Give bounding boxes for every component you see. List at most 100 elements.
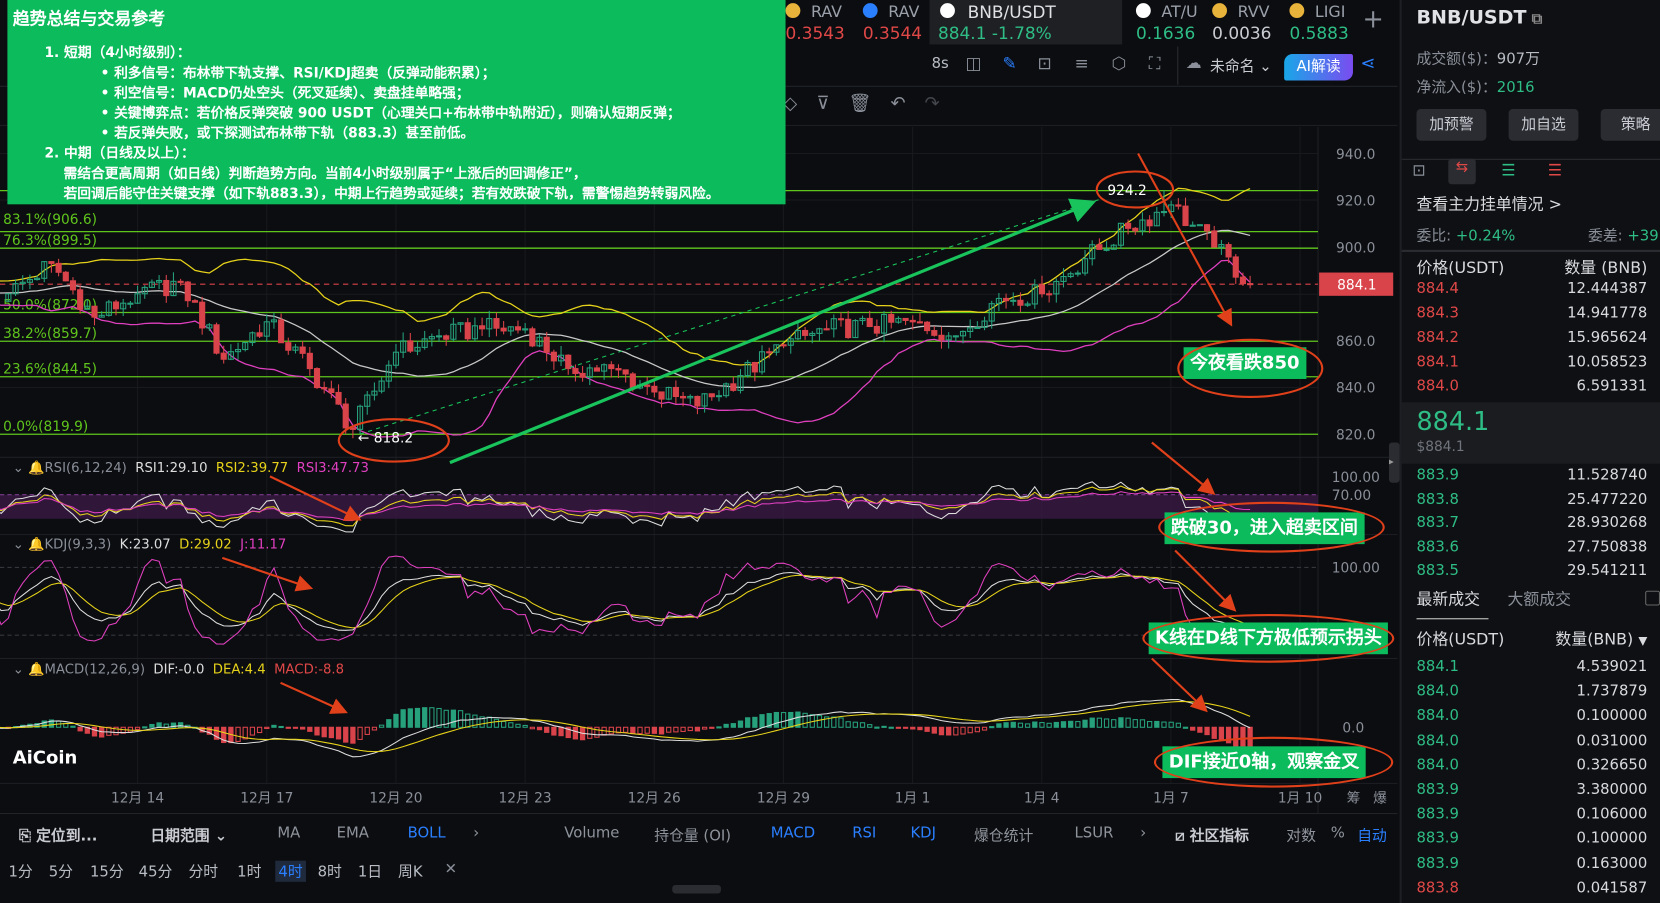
indicator-oi[interactable]: 持仓量 (OI) [654, 827, 732, 845]
fullscreen-icon[interactable]: ⛶ [1148, 52, 1161, 74]
annotation-arrow [1174, 549, 1237, 612]
kdj-legend[interactable]: ⌄ 🔔KDJ(9,3,3) K:23.07 D:29.02 J:11.17 [13, 536, 287, 553]
indicator-lsur[interactable]: LSUR [1074, 824, 1114, 842]
collapse-icon[interactable]: ⌄ 🔔 [12, 459, 45, 476]
indicator-macd[interactable]: MACD [770, 824, 816, 842]
add-alert-button[interactable]: 加预警 [1416, 109, 1487, 141]
list-icon[interactable]: ≡ [1074, 52, 1089, 74]
macd-histogram-bar [292, 726, 299, 729]
filter-icon[interactable]: ⊽ [816, 93, 849, 115]
ticker-tab[interactable]: AT/U 0.1636 [1135, 0, 1208, 44]
refresh-interval[interactable]: 8s [931, 55, 949, 72]
timeframe-4[interactable]: 分时 [188, 863, 219, 881]
candle-body [77, 289, 84, 310]
collapse-icon[interactable]: ⌄ 🔔 [12, 535, 45, 552]
macd-histogram-bar [572, 726, 579, 740]
bid-qty: 29.541211 [1567, 562, 1648, 580]
indicator-ma[interactable]: MA [277, 824, 301, 842]
settings-icon[interactable]: ⬡ [1111, 52, 1127, 74]
ai-interpret-button[interactable]: AI解读 [1284, 53, 1353, 81]
more-sub-indicators-icon[interactable]: › [1140, 824, 1147, 842]
fib-label: 0.0%(819.9) [3, 419, 88, 435]
collapse-icon[interactable]: ⌄ 🔔 [12, 660, 45, 677]
panel-resize-handle[interactable] [672, 885, 721, 894]
indicator-kdj[interactable]: KDJ [910, 824, 936, 842]
community-indicators-button[interactable]: ⧄ 社区指标 [1175, 825, 1249, 846]
undo-icon[interactable]: ↶ [890, 93, 925, 115]
timeframe-2[interactable]: 15分 [89, 863, 124, 881]
depth-link[interactable]: 查看主力挂单情况 > [1416, 194, 1562, 214]
indicator-ema[interactable]: EMA [336, 824, 369, 842]
indicator-boll[interactable]: BOLL [407, 824, 446, 842]
diamond-icon[interactable]: ◇ [783, 93, 817, 115]
candle-body [41, 261, 48, 279]
trash-icon[interactable]: 🗑 [848, 93, 891, 115]
book-both-icon[interactable]: ⇆ [1448, 158, 1476, 185]
indicator-volume[interactable]: Volume [564, 824, 620, 842]
price-tick: 900.0 [1336, 240, 1375, 256]
add-tab-button[interactable]: + [1362, 4, 1384, 34]
timeframe-1[interactable]: 5分 [48, 863, 73, 881]
candle-body [924, 321, 931, 332]
trade-price: 884.0 [1416, 707, 1459, 725]
ask-price: 884.4 [1416, 280, 1459, 298]
indicator-rsi[interactable]: RSI [852, 824, 877, 842]
ticker-tab[interactable]: RVV 0.0036 [1212, 0, 1284, 44]
more-main-indicators-icon[interactable]: › [473, 824, 480, 842]
timeframe-9[interactable]: 周K [398, 863, 423, 881]
log-scale-toggle[interactable]: 对数 [1286, 827, 1316, 845]
ticker-tab[interactable]: RAV 0.3543 [785, 0, 858, 44]
share-icon[interactable]: ⋖ [1360, 52, 1376, 75]
timeframe-8[interactable]: 1日 [357, 863, 383, 881]
timeframe-0[interactable]: 1分 [8, 863, 33, 881]
turnover: 成交额($)：907万 [1417, 48, 1540, 69]
book-bids-icon[interactable]: ☰ [1501, 160, 1516, 180]
candle-body [644, 384, 651, 387]
candle-body [163, 279, 170, 297]
macd-legend[interactable]: ⌄ 🔔MACD(12,26,9) DIF:-0.0 DEA:4.4 MACD:-… [13, 661, 344, 678]
date-range-dropdown[interactable]: 日期范围 ⌄ [150, 825, 227, 846]
macd-histogram-bar [996, 723, 1002, 728]
timeframe-7[interactable]: 8时 [317, 863, 342, 881]
macd-histogram-bar [780, 712, 787, 728]
close-icon[interactable]: ✕ [444, 860, 458, 878]
trade-qty-header[interactable]: 数量(BNB) ▼ [1555, 628, 1647, 650]
bid-price: 883.8 [1416, 490, 1459, 508]
add-window-icon[interactable]: ⊡ [1037, 52, 1052, 74]
add-watchlist-button[interactable]: 加自选 [1508, 109, 1579, 141]
indicator-liquidation[interactable]: 爆仓统计 [973, 827, 1034, 845]
timeframe-5[interactable]: 1时 [237, 863, 262, 881]
layout-name-dropdown[interactable]: 未命名 ⌄ [1210, 55, 1272, 76]
candle-body [19, 281, 26, 285]
candle-body [378, 380, 385, 392]
ticker-tab[interactable]: RAV 0.3544 [862, 0, 935, 44]
rsi-legend[interactable]: ⌄ 🔔RSI(6,12,24) RSI1:29.10 RSI2:39.77 RS… [13, 459, 369, 476]
candle-body [794, 329, 801, 340]
dif-value: DIF:-0.0 [153, 660, 205, 677]
camera-icon[interactable]: ◫ [965, 52, 982, 74]
auto-scale-toggle[interactable]: 自动 [1357, 827, 1387, 845]
strategy-button[interactable]: 策略 [1600, 109, 1660, 141]
collapse-panel-handle[interactable]: ▸ [1388, 442, 1400, 483]
book-asks-icon[interactable]: ☰ [1547, 160, 1563, 180]
timeframe-3[interactable]: 45分 [138, 863, 173, 881]
macd-histogram-bar [134, 726, 141, 730]
macd-histogram-bar [981, 726, 988, 731]
pen-icon[interactable]: ✎ [1002, 52, 1017, 74]
checkbox[interactable] [1645, 590, 1660, 606]
redo-icon[interactable]: ↷ [924, 93, 959, 115]
annotation-ellipse [1158, 501, 1385, 553]
copy-icon[interactable]: ⧉ [1531, 10, 1543, 28]
timeframe-6[interactable]: 4时 [275, 860, 306, 882]
ticker-tab[interactable]: BNB/USDT 884.1 -1.78% [929, 0, 1123, 45]
locate-button[interactable]: ⎘ 定位到... [19, 825, 97, 846]
book-mode-icon[interactable]: ⊡ [1412, 160, 1426, 180]
ticker-tab[interactable]: LIGI 0.5883 [1289, 0, 1361, 44]
candle-body [1196, 224, 1203, 227]
sort-icon[interactable]: ▼ [1638, 634, 1648, 648]
candle-body [550, 351, 557, 362]
percent-scale-toggle[interactable]: % [1330, 824, 1345, 842]
tab-latest-trades[interactable]: 最新成交 [1416, 589, 1481, 609]
tab-large-trades[interactable]: 大额成交 [1507, 589, 1572, 609]
